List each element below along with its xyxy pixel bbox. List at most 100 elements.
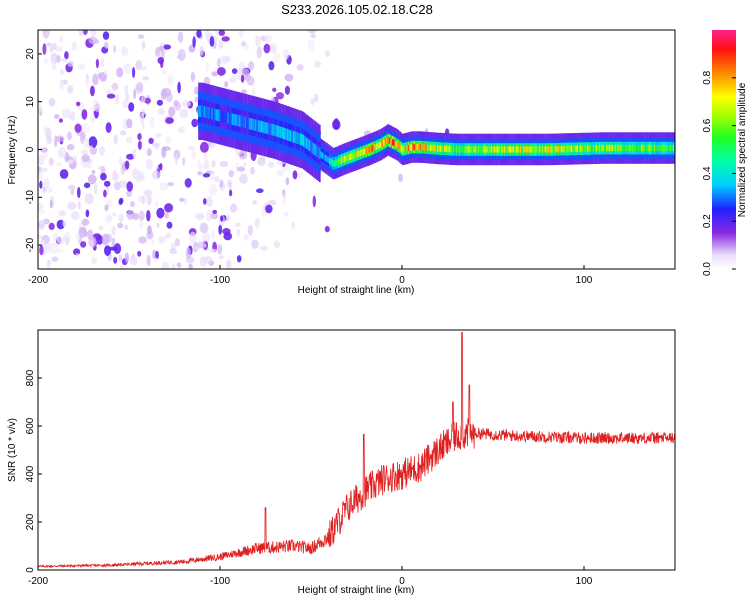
y-tick-label: -10 — [25, 190, 36, 205]
ridge-cell — [317, 146, 320, 158]
ridge-cell — [514, 146, 516, 153]
ridge-cell — [467, 146, 470, 153]
noise-blob — [217, 67, 226, 76]
ridge-cell — [272, 124, 275, 136]
ridge-cell — [549, 146, 551, 153]
noise-blob — [164, 212, 169, 219]
noise-blob — [198, 164, 205, 171]
noise-blob — [39, 245, 44, 256]
ridge-cell — [431, 144, 433, 152]
noise-blob — [314, 60, 321, 68]
ridge-cell — [361, 149, 363, 156]
ridge-cell — [646, 144, 649, 152]
ridge-cell — [340, 157, 343, 164]
noise-blob — [223, 232, 232, 241]
noise-blob — [78, 226, 87, 238]
noise-blob — [132, 67, 136, 78]
noise-blob — [167, 182, 175, 187]
noise-blob — [46, 259, 51, 269]
ridge-cell — [269, 123, 272, 135]
colorbar-tick-label: 0.2 — [702, 214, 713, 228]
noise-blob — [51, 43, 57, 50]
ridge-cell — [581, 145, 583, 152]
ridge-cell — [669, 144, 672, 152]
ridge-cell — [642, 144, 644, 152]
noise-blob — [48, 242, 58, 254]
ridge-cell — [426, 144, 429, 151]
noise-blob — [81, 154, 90, 163]
noise-blob — [284, 85, 290, 95]
noise-blob — [88, 36, 98, 45]
ridge-cell — [617, 144, 620, 152]
noise-blob — [241, 89, 247, 95]
ridge-cell — [224, 111, 227, 123]
noise-blob — [229, 189, 233, 197]
ridge-cell — [246, 117, 248, 129]
ridge-cell — [402, 146, 404, 153]
noise-blob — [112, 44, 117, 54]
ridge-cell — [464, 146, 467, 153]
noise-blob — [81, 218, 90, 226]
ridge-cell — [595, 145, 598, 152]
ridge-cell — [521, 146, 524, 153]
ridge-cell — [671, 144, 674, 152]
ridge-cell — [448, 145, 451, 153]
ridge-cell — [498, 146, 500, 153]
noise-blob — [40, 147, 48, 153]
noise-blob — [98, 72, 102, 78]
noise-blob — [138, 210, 145, 222]
ridge-cell — [367, 147, 369, 154]
ridge-cell — [579, 145, 582, 152]
noise-blob — [57, 147, 67, 159]
ridge-cell — [588, 145, 591, 152]
noise-blob — [196, 30, 202, 38]
noise-blob — [191, 150, 197, 160]
noise-blob — [132, 148, 137, 159]
y-tick-label: -20 — [25, 237, 36, 252]
ridge-cell — [396, 141, 398, 148]
ridge-cell — [432, 144, 435, 152]
noise-blob — [104, 204, 109, 212]
noise-blob — [236, 255, 242, 263]
noise-blob — [295, 172, 304, 178]
noise-blob — [126, 118, 133, 129]
ridge-cell — [276, 125, 279, 137]
noise-blob — [52, 58, 56, 71]
noise-blob — [219, 180, 224, 188]
ridge-cell — [298, 133, 301, 145]
noise-blob — [112, 212, 117, 217]
noise-blob — [103, 189, 107, 198]
ridge-cell — [263, 121, 266, 134]
ridge-cell — [423, 144, 426, 151]
ridge-cell — [378, 142, 381, 149]
ridge-cell — [214, 108, 216, 121]
colorbar-tick-label: 0.4 — [702, 166, 713, 180]
noise-blob — [234, 222, 241, 227]
noise-blob — [78, 30, 84, 37]
ridge-cell — [372, 144, 375, 152]
ridge-cell — [476, 146, 478, 153]
ridge-cell — [285, 128, 288, 140]
ridge-cell — [377, 142, 379, 150]
ridge-cell — [230, 113, 232, 125]
ridge-cell — [578, 145, 580, 152]
noise-blob — [203, 198, 207, 205]
ridge-cell — [659, 144, 662, 152]
noise-blob — [103, 41, 109, 49]
noise-blob — [90, 30, 97, 37]
ridge-cell — [329, 158, 331, 165]
noise-blob — [111, 82, 119, 91]
ridge-cell — [636, 144, 639, 152]
noise-blob — [217, 244, 223, 255]
ridge-cell — [589, 145, 592, 152]
noise-blob — [250, 166, 255, 175]
noise-blob — [135, 82, 144, 92]
ridge-cell — [469, 146, 471, 153]
noise-blob — [164, 203, 174, 213]
noise-blob — [88, 136, 98, 149]
noise-blob — [157, 57, 165, 64]
ridge-cell — [253, 119, 256, 131]
ridge-cell — [573, 145, 576, 152]
ridge-cell — [231, 113, 234, 125]
noise-blob — [124, 160, 130, 170]
